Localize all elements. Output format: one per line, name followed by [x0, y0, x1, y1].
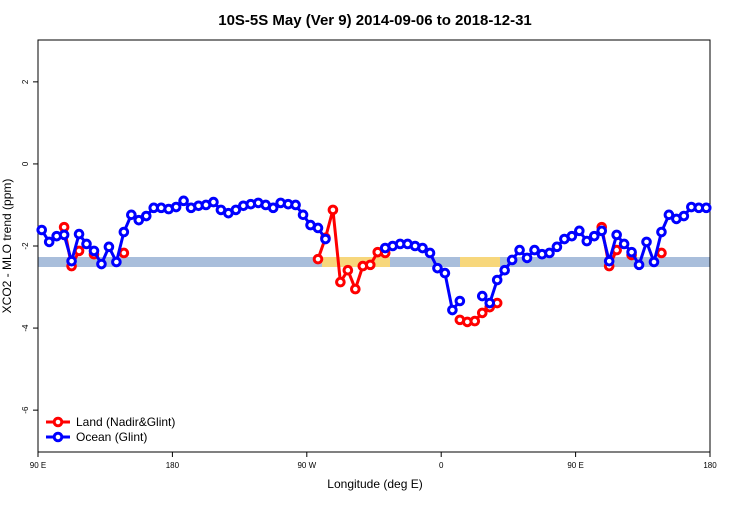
data-point [350, 283, 361, 295]
data-point [118, 247, 130, 259]
data-point [678, 210, 690, 222]
data-point [476, 307, 488, 319]
data-point [424, 247, 436, 259]
x-tick-label: 180 [166, 461, 180, 470]
data-point [230, 204, 242, 216]
data-point [342, 264, 354, 276]
data-point [574, 225, 585, 237]
legend-label: Land (Nadir&Glint) [76, 415, 175, 429]
data-point [454, 295, 466, 307]
data-point [656, 226, 667, 238]
y-tick-label: -2 [21, 242, 30, 250]
legend-item: Ocean (Glint) [46, 430, 147, 444]
data-point [529, 244, 540, 256]
y-tick-label: -6 [21, 406, 30, 414]
x-axis-label: Longitude (deg E) [327, 477, 422, 491]
data-point [297, 209, 309, 221]
y-axis-label: XCO2 - MLO trend (ppm) [0, 179, 14, 314]
data-point [126, 209, 137, 221]
data-point [521, 252, 533, 264]
data-point [43, 236, 55, 248]
land-strip [322, 257, 390, 267]
data-point [656, 247, 667, 259]
y-tick-label: 0 [21, 161, 30, 166]
data-point [588, 230, 600, 242]
data-point [81, 238, 92, 250]
series [60, 206, 665, 326]
y-tick-label: -4 [21, 324, 30, 332]
data-point [551, 241, 563, 253]
data-point [476, 290, 488, 302]
series [36, 195, 712, 316]
data-point [96, 258, 107, 270]
data-point [133, 214, 145, 226]
data-point [618, 238, 630, 250]
data-point [611, 229, 622, 241]
data-point [663, 209, 675, 221]
legend-item: Land (Nadir&Glint) [46, 415, 175, 429]
data-point [312, 253, 324, 265]
data-point [700, 202, 712, 214]
data-point [566, 230, 578, 242]
legend-marker [52, 416, 64, 428]
data-point [140, 210, 152, 222]
data-point [36, 224, 48, 236]
legend-marker [52, 431, 64, 443]
land-strip [460, 257, 500, 267]
chart-title: 10S-5S May (Ver 9) 2014-09-06 to 2018-12… [218, 12, 532, 29]
data-point [178, 195, 189, 207]
data-point [312, 222, 324, 234]
data-point [208, 196, 219, 208]
data-point [417, 242, 428, 254]
data-point [66, 255, 77, 267]
data-point [596, 225, 608, 237]
data-point [484, 297, 496, 309]
data-point [327, 204, 339, 216]
data-point [118, 226, 130, 238]
data-point [633, 259, 645, 271]
legend-label: Ocean (Glint) [76, 430, 147, 444]
data-point [267, 202, 279, 214]
data-point [641, 236, 652, 248]
x-tick-label: 0 [439, 461, 444, 470]
data-point [499, 264, 510, 276]
data-point [491, 274, 503, 286]
x-tick-label: 90 E [567, 461, 583, 470]
data-point [170, 201, 182, 213]
data-point [88, 245, 100, 257]
x-tick-label: 90 W [297, 461, 316, 470]
data-point [447, 304, 458, 316]
data-point [111, 256, 122, 268]
x-tick-label: 180 [703, 461, 717, 470]
data-point [290, 199, 301, 211]
data-point [73, 228, 85, 240]
data-point [364, 259, 376, 271]
data-point [439, 267, 451, 279]
data-point [469, 315, 481, 327]
data-point [581, 235, 593, 247]
data-point [506, 254, 518, 266]
data-point [103, 241, 115, 253]
data-point [626, 246, 637, 258]
y-tick-label: 2 [21, 79, 30, 84]
data-point [58, 229, 70, 241]
data-point [335, 276, 346, 288]
data-point [603, 255, 615, 267]
data-point [432, 262, 443, 274]
x-tick-label: 90 E [30, 461, 46, 470]
data-point [514, 244, 525, 256]
data-point [648, 256, 660, 268]
data-point [320, 233, 331, 245]
data-point [544, 247, 555, 259]
